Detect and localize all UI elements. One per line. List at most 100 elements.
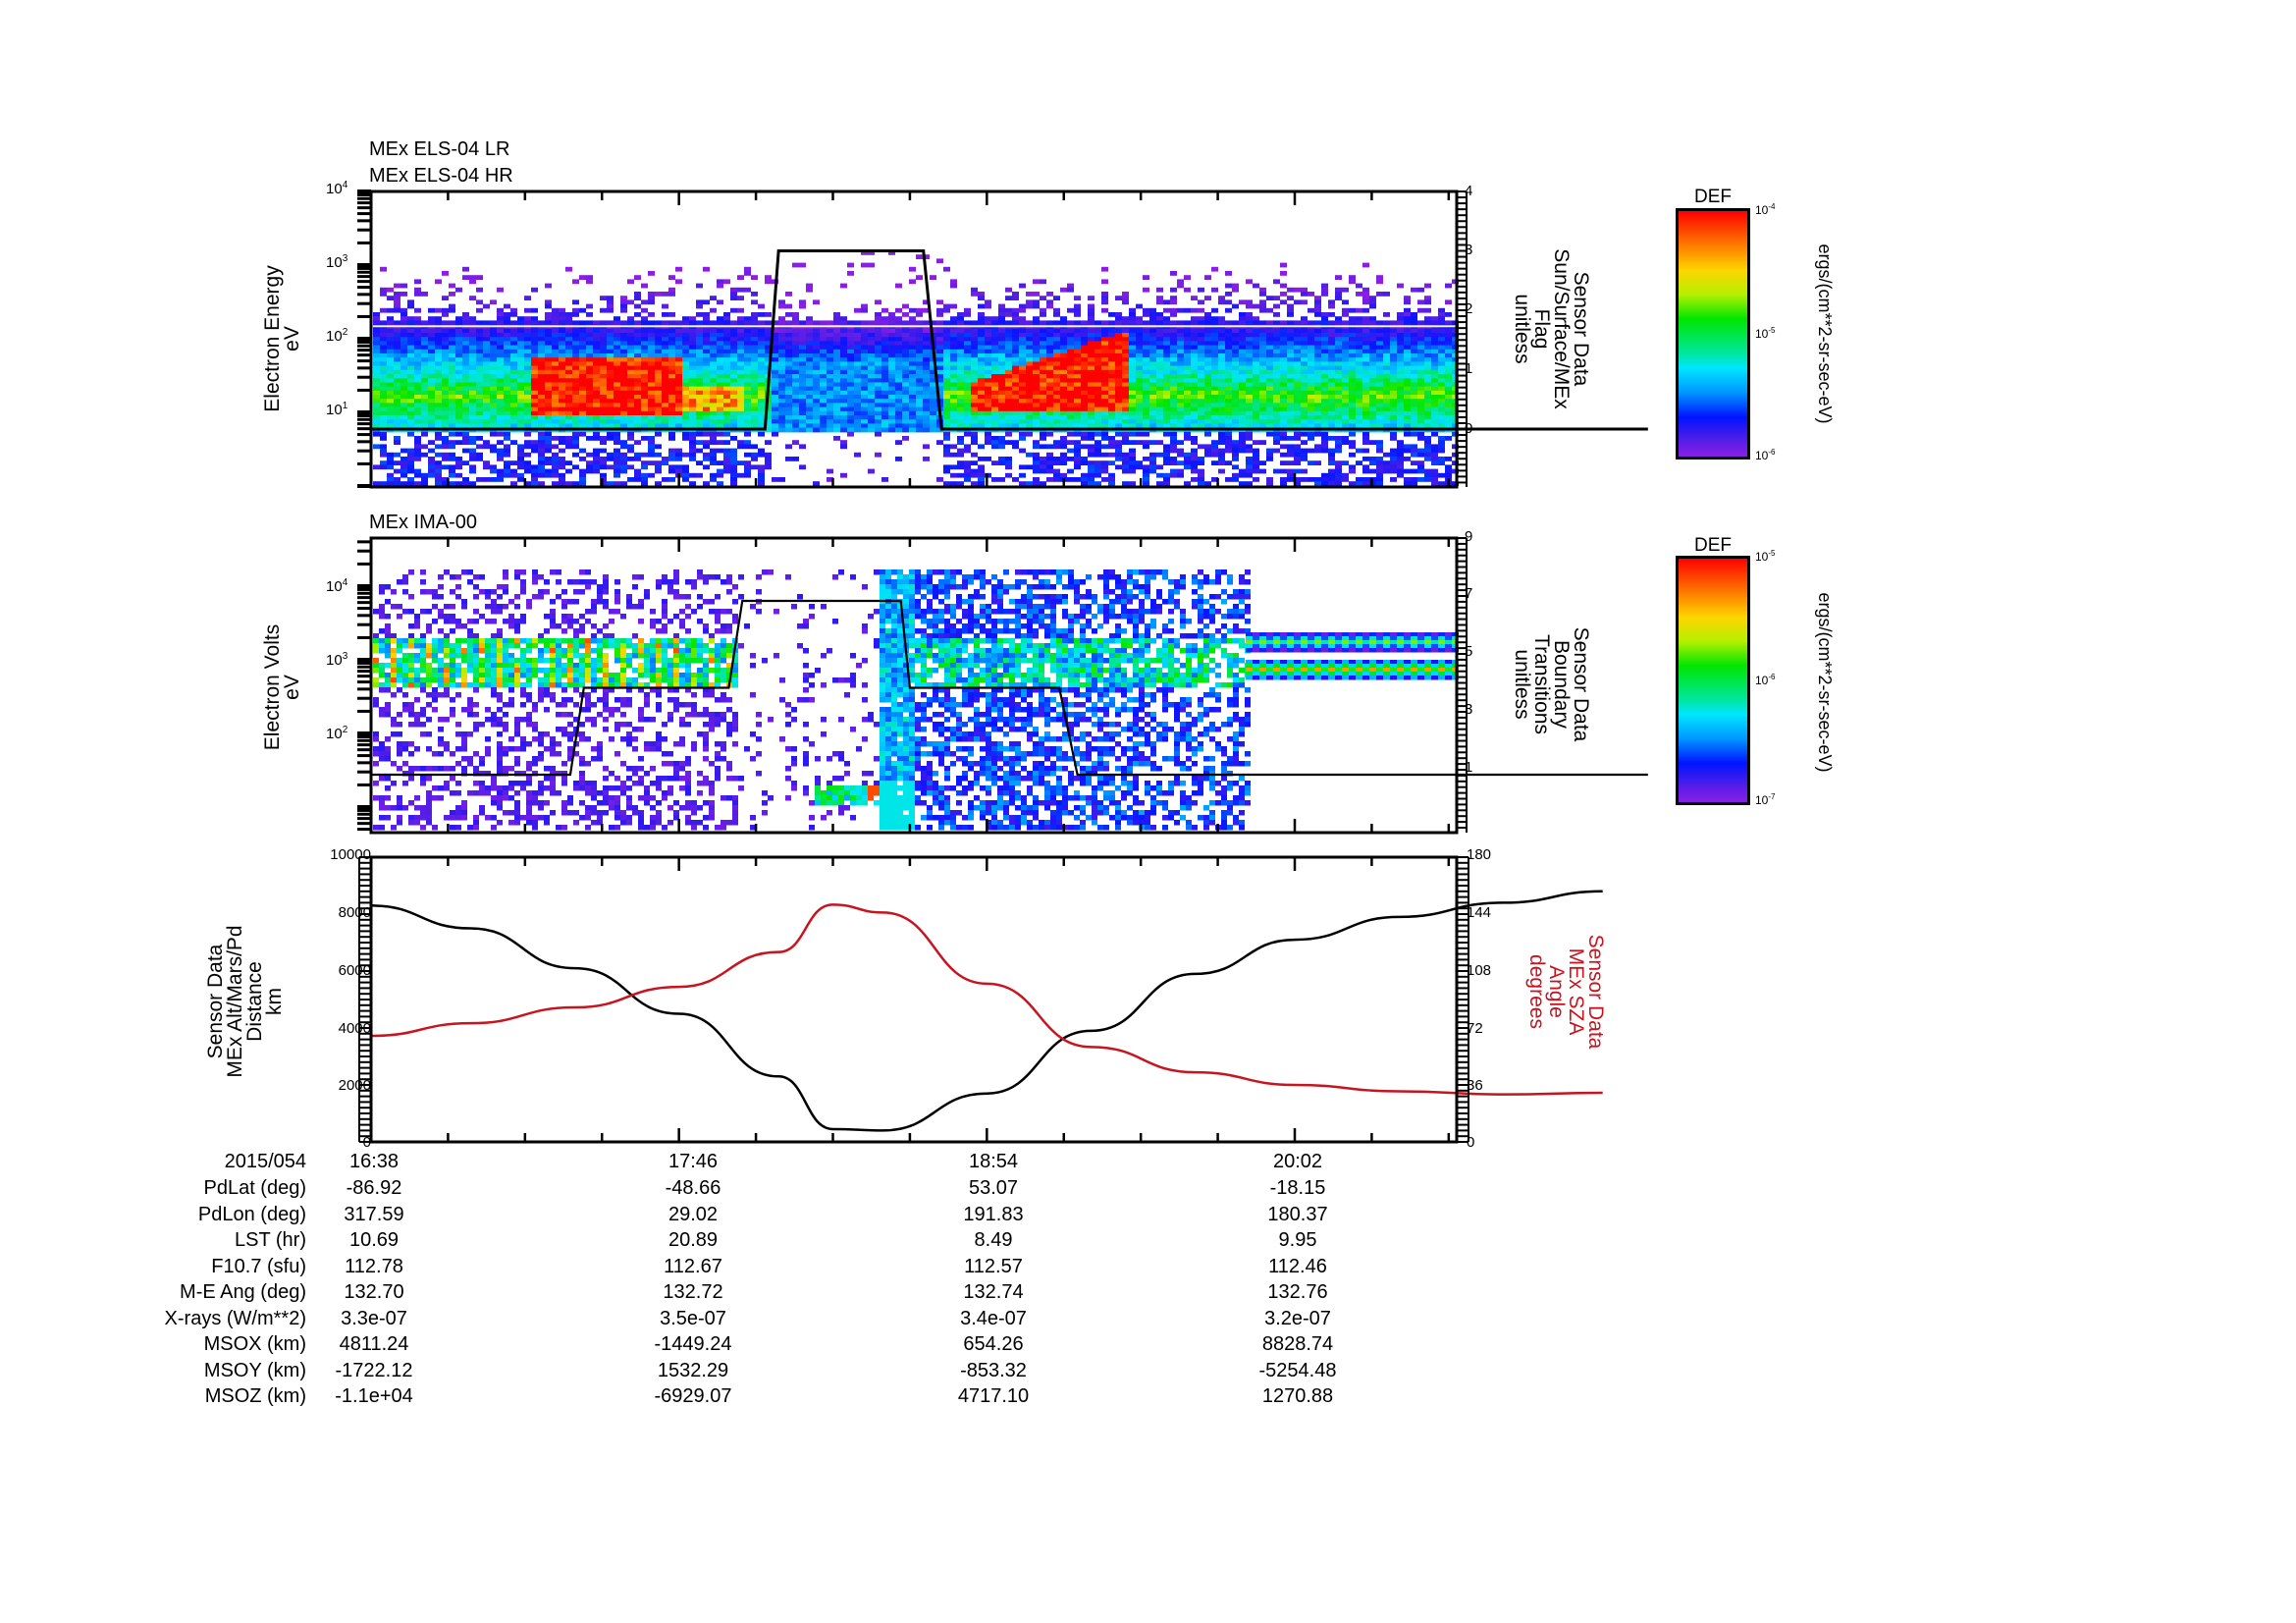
orbit-row-value: 10.69 <box>348 1229 400 1251</box>
orbit-row-label: LST (hr) <box>235 1229 306 1251</box>
panel3-y2label: Sensor Data MEx SZA Angle degrees <box>1525 934 1607 1050</box>
orbit-row-value: 317.59 <box>344 1203 404 1225</box>
panel1-y2tick-1: 1 <box>1465 360 1473 377</box>
colorbar2-min: 10-7 <box>1755 792 1776 808</box>
panel3-ytick-0: 0 <box>362 1134 371 1151</box>
orbit-table-row: M-E Ang (deg) 132.70 132.72 132.74 132.76 <box>0 1281 1472 1307</box>
panel1-title-hr: MEx ELS-04 HR <box>369 165 513 187</box>
orbit-row-value: 8828.74 <box>1261 1333 1334 1355</box>
orbit-row-value: 132.72 <box>663 1281 723 1303</box>
orbit-row-value: 1270.88 <box>1261 1385 1334 1407</box>
panel3-y2tick-36: 36 <box>1467 1077 1483 1094</box>
panel3-ytick-6000: 6000 <box>338 962 371 979</box>
orbit-row-label: X-rays (W/m**2) <box>164 1307 306 1329</box>
panel1-y2tick-0: 0 <box>1465 420 1473 437</box>
orbit-row-value: -18.15 <box>1269 1177 1326 1199</box>
orbit-row-value: -1.1e+04 <box>335 1385 413 1407</box>
orbit-row-label: MSOY (km) <box>203 1359 306 1381</box>
orbit-table-row: F10.7 (sfu) 112.78 112.67 112.57 112.46 <box>0 1256 1472 1281</box>
orbit-row-value: 112.78 <box>345 1255 403 1277</box>
panel3-ytick-8000: 8000 <box>338 904 371 921</box>
colorbar2 <box>1676 556 1750 805</box>
panel2-y2tick-3: 3 <box>1465 701 1473 718</box>
orbit-row-value: 9.95 <box>1278 1229 1317 1251</box>
orbit-row-value: 654.26 <box>963 1333 1024 1355</box>
orbit-table-row: PdLon (deg) 317.59 29.02 191.83 180.37 <box>0 1204 1472 1229</box>
els-spectrogram <box>373 250 1459 486</box>
orbit-row-value: 180.37 <box>1267 1203 1328 1225</box>
orbit-row-label: MSOZ (km) <box>204 1385 306 1407</box>
orbit-table-row: PdLat (deg) -86.92 -48.66 53.07 -18.15 <box>0 1177 1472 1203</box>
sza-line <box>370 903 1603 1096</box>
panel3-ytick-10000: 10000 <box>330 846 371 863</box>
panel3-y2tick-72: 72 <box>1467 1020 1483 1037</box>
orbit-row-label: PdLon (deg) <box>197 1203 306 1225</box>
ima-panel-frame <box>369 536 1459 835</box>
time-label: 18:54 <box>968 1151 1019 1172</box>
panel2-y2tick-9: 9 <box>1465 528 1473 545</box>
panel2-ytick-1e4: 104 <box>326 577 348 596</box>
orbit-row-value: 20.89 <box>667 1229 719 1251</box>
panel3-y2tick-180: 180 <box>1467 846 1492 863</box>
panel1-y2tick-4: 4 <box>1465 183 1473 199</box>
orbit-row-value: 4811.24 <box>339 1333 409 1355</box>
orbit-row-value: -1722.12 <box>335 1359 413 1381</box>
time-label: 16:38 <box>348 1151 400 1172</box>
time-axis-row: 2015/054 16:38 17:46 18:54 20:02 <box>0 1151 1472 1176</box>
panel3-ylabel: Sensor Data MEx Alt/Mars/Pd Distance km <box>204 925 286 1078</box>
panel1-y2label: Sensor Data Sun/Surface/MEx Flag unitles… <box>1511 248 1592 409</box>
panel2-y2label: Sensor Data Boundary Transitions unitles… <box>1511 626 1592 742</box>
orbit-row-label: F10.7 (sfu) <box>211 1255 306 1277</box>
colorbar2-title: DEF <box>1694 535 1732 556</box>
panel1-y2tick-3: 3 <box>1465 242 1473 258</box>
colorbar2-max: 10-5 <box>1755 549 1776 565</box>
panel1-ytick-1e3: 103 <box>326 253 348 272</box>
orbit-row-value: -48.66 <box>665 1177 721 1199</box>
orbit-row-value: 4717.10 <box>957 1385 1030 1407</box>
colorbar2-units: ergs/(cm**2-sr-sec-eV) <box>1815 592 1835 773</box>
orbit-row-value: 112.67 <box>664 1255 722 1277</box>
panel2-ytick-1e3: 103 <box>326 651 348 670</box>
panel3-y2tick-0: 0 <box>1467 1134 1475 1151</box>
panel2-title: MEx IMA-00 <box>369 512 478 533</box>
orbit-row-value: 3.2e-07 <box>1264 1307 1331 1329</box>
orbit-table-row: MSOZ (km) -1.1e+04 -6929.07 4717.10 1270.88 <box>0 1385 1472 1411</box>
orbit-row-value: 132.74 <box>963 1281 1024 1303</box>
boundary-transitions-line <box>371 599 1648 777</box>
orbit-row-value: -6929.07 <box>654 1385 732 1407</box>
time-label: 20:02 <box>1272 1151 1323 1172</box>
panel1-ytick-1e1: 101 <box>326 401 348 419</box>
panel1-ytick-1e4: 104 <box>326 180 348 198</box>
panel1-y2tick-2: 2 <box>1465 300 1473 317</box>
orbit-row-value: -86.92 <box>346 1177 402 1199</box>
panel2-ylabel: Electron Volts eV <box>261 623 303 751</box>
panel2-y2tick-1: 1 <box>1465 759 1473 776</box>
time-label: 17:46 <box>667 1151 719 1172</box>
panel3-y2tick-144: 144 <box>1467 904 1492 921</box>
orbit-row-value: 112.46 <box>1268 1255 1327 1277</box>
date-label: 2015/054 <box>224 1151 306 1172</box>
orbit-panel-frame <box>369 855 1459 1144</box>
panel2-y2tick-5: 5 <box>1465 643 1473 660</box>
sun-surface-flag-line <box>371 249 1648 431</box>
orbit-table-row: LST (hr) 10.69 20.89 8.49 9.95 <box>0 1229 1472 1255</box>
orbit-row-value: 3.4e-07 <box>960 1307 1027 1329</box>
panel1-ylabel: Electron Energy eV <box>261 265 303 412</box>
orbit-row-value: 132.76 <box>1267 1281 1328 1303</box>
orbit-row-label: PdLat (deg) <box>203 1177 306 1199</box>
panel1-ytick-1e2: 102 <box>326 327 348 346</box>
orbit-row-value: 132.70 <box>344 1281 404 1303</box>
orbit-row-value: 53.07 <box>968 1177 1019 1199</box>
altitude-line <box>370 890 1603 1132</box>
orbit-table-row: MSOX (km) 4811.24 -1449.24 654.26 8828.74 <box>0 1333 1472 1359</box>
ima-spectrogram <box>373 569 1459 831</box>
orbit-row-label: M-E Ang (deg) <box>180 1281 306 1303</box>
colorbar1-max: 10-4 <box>1755 202 1776 218</box>
orbit-row-value: -5254.48 <box>1258 1359 1337 1381</box>
orbit-table-row: X-rays (W/m**2) 3.3e-07 3.5e-07 3.4e-07 3.2e… <box>0 1308 1472 1333</box>
panel3-y2tick-108: 108 <box>1467 962 1492 979</box>
orbit-row-value: 1532.29 <box>657 1359 729 1381</box>
colorbar1-title: DEF <box>1694 187 1732 207</box>
colorbar1 <box>1676 208 1750 460</box>
